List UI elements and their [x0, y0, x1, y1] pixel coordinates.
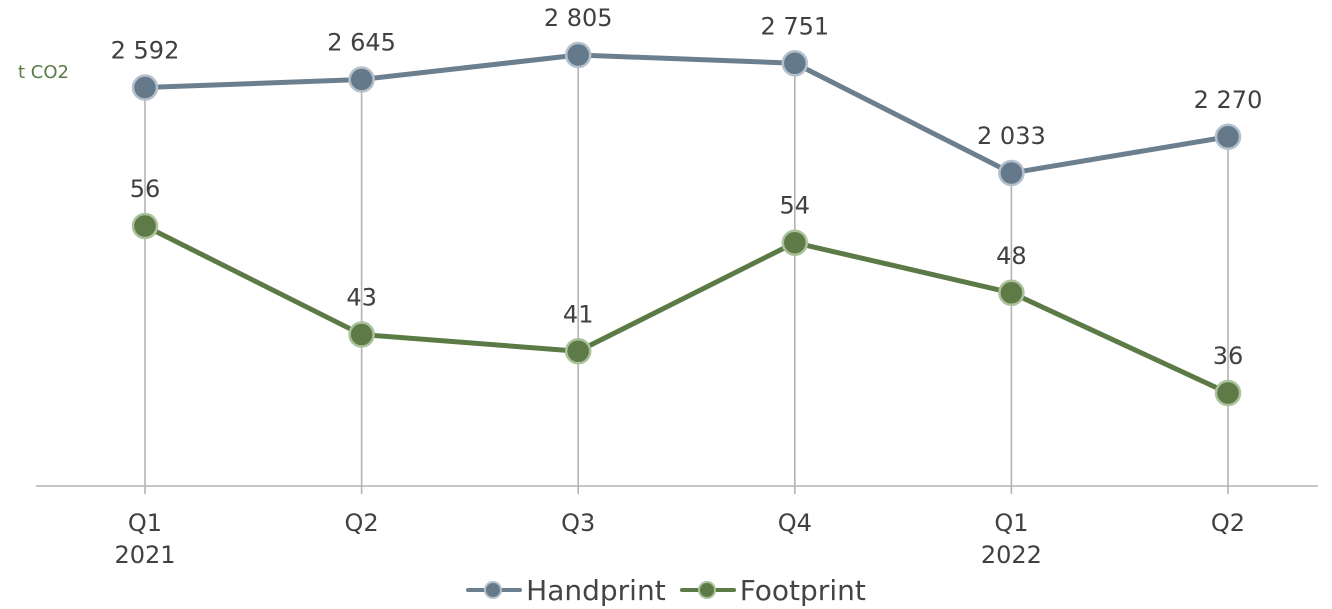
- data-label-handprint: 2 805: [544, 4, 613, 32]
- data-label-footprint: 56: [130, 175, 161, 203]
- series-line-handprint: [142, 52, 1231, 176]
- legend-swatch-footprint: [679, 578, 736, 602]
- unit-label: t CO2: [18, 62, 69, 83]
- x-tick-label: Q1: [128, 509, 162, 537]
- data-point-handprint: [1214, 123, 1242, 151]
- data-label-footprint: 41: [563, 300, 594, 328]
- legend-item-handprint: Handprint: [466, 574, 666, 607]
- series-line-footprint: [142, 223, 1231, 396]
- x-tick-label: Q1: [994, 509, 1028, 537]
- data-label-footprint: 43: [346, 284, 377, 312]
- data-point-footprint: [131, 212, 159, 240]
- x-tick-label: Q3: [561, 509, 595, 537]
- data-label-handprint: 2 645: [327, 28, 396, 56]
- data-point-handprint: [998, 159, 1025, 187]
- data-label-footprint: 48: [996, 242, 1027, 270]
- data-point-handprint: [131, 74, 159, 101]
- legend-swatch-handprint: [466, 578, 523, 602]
- legend-label-footprint: Footprint: [739, 573, 866, 607]
- x-tick-year-label: 2022: [981, 541, 1042, 569]
- data-point-footprint: [998, 279, 1025, 307]
- data-label-handprint: 2 270: [1194, 86, 1263, 114]
- data-label-footprint: 36: [1213, 342, 1244, 370]
- x-tick-label: Q2: [1211, 509, 1245, 537]
- data-point-handprint: [348, 66, 375, 93]
- data-point-footprint: [1214, 379, 1242, 407]
- data-point-footprint: [348, 321, 375, 348]
- data-label-handprint: 2 033: [977, 122, 1046, 150]
- data-point-footprint: [564, 338, 592, 365]
- data-label-handprint: 2 592: [111, 37, 180, 65]
- data-point-handprint: [564, 41, 592, 69]
- data-point-footprint: [781, 229, 809, 256]
- data-point-handprint: [781, 50, 809, 77]
- x-tick-label: Q2: [345, 509, 379, 537]
- legend-item-footprint: Footprint: [679, 573, 866, 607]
- x-tick-label: Q4: [778, 509, 812, 537]
- legend: Handprint Footprint: [0, 572, 1332, 608]
- legend-label-handprint: Handprint: [526, 573, 666, 607]
- x-tick-year-label: 2021: [114, 541, 175, 569]
- data-label-handprint: 2 751: [760, 12, 829, 40]
- data-label-footprint: 54: [780, 192, 811, 220]
